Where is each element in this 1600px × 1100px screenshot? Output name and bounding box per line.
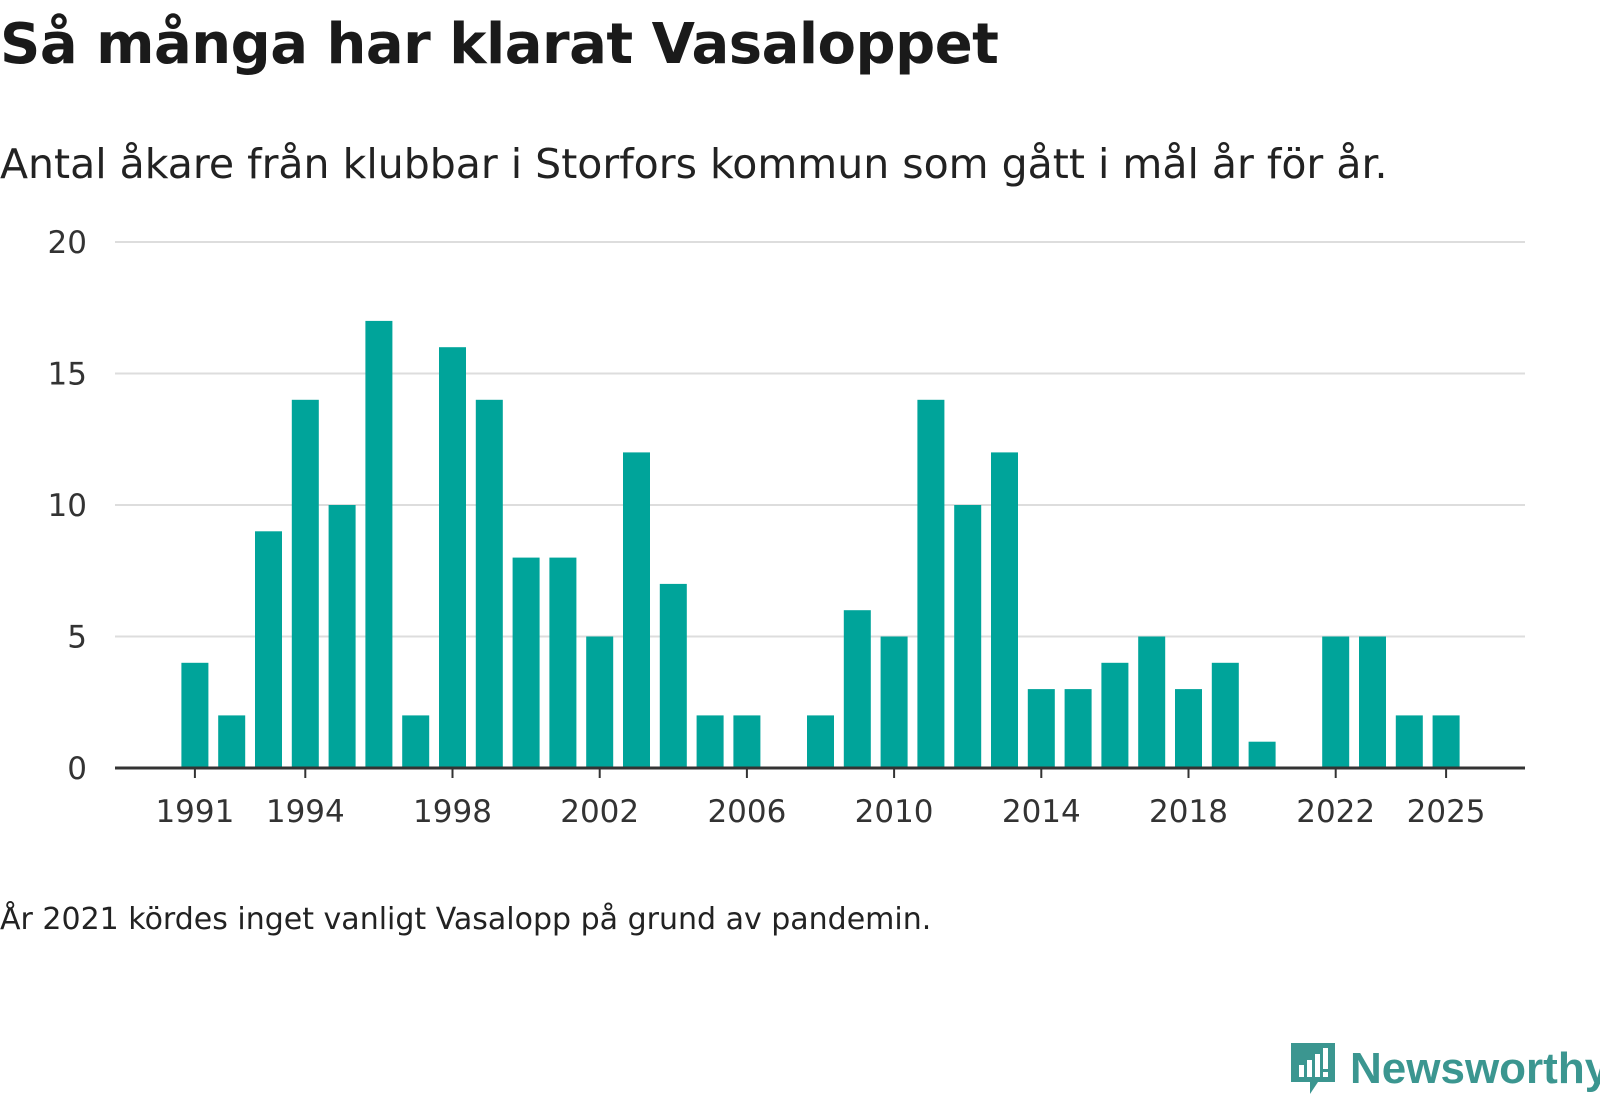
x-tick-label: 2014 (1002, 794, 1081, 830)
bar-1996: 1996: 17 (365, 320, 393, 768)
bar-2004: 2004: 7 (659, 583, 687, 768)
bar-1997: 1997: 2 (402, 715, 430, 768)
bar-1998: 1998: 16 (439, 347, 466, 768)
bar-2015: 2015: 3 (1064, 689, 1092, 768)
x-tick-label: 2018 (1149, 794, 1228, 830)
bar-2023: 2023: 5 (1359, 636, 1386, 768)
chart-subtitle: Antal åkare från klubbar i Storfors komm… (0, 140, 1388, 188)
bar-2010: 2010: 5 (880, 636, 908, 768)
x-axis-ticks: 1991 1994 1998 2002 2006 2010 2014 2018 2022 2025 (155, 768, 1486, 830)
newsworthy-logo-icon (1291, 1043, 1335, 1094)
x-tick-label: 1991 (155, 794, 234, 830)
x-tick-label: 1998 (413, 794, 492, 830)
x-tick-label: 2010 (855, 794, 934, 830)
bar-1995: 1995: 10 (328, 505, 356, 768)
bar-2005: 2005: 2 (696, 715, 724, 768)
bars: 1991: 4 1992: 2 1993: 9 1994: 14 1995: 10 199… (181, 320, 1460, 768)
bar-2017: 2017: 5 (1138, 636, 1166, 768)
y-tick-label: 0 (67, 751, 87, 787)
bar-1994: 1994: 14 (291, 399, 319, 768)
bar-2000: 2000: 8 (512, 557, 540, 768)
brand-logo: Newsworthy (1288, 1040, 1600, 1098)
y-tick-label: 5 (67, 620, 87, 656)
bar-2008: 2008: 2 (807, 715, 834, 768)
x-tick-label: 2025 (1407, 794, 1486, 830)
chart-title: Så många har klarat Vasaloppet (0, 12, 999, 77)
bar-2011: 2011: 14 (917, 399, 945, 768)
bar-2002: 2002: 5 (586, 636, 614, 768)
bar-1999: 1999: 14 (475, 399, 503, 768)
bar-2025: 2025: 2 (1432, 715, 1460, 768)
bar-2024: 2024: 2 (1395, 715, 1423, 768)
grid-lines (115, 241, 1525, 638)
bar-2012: 2012: 10 (954, 505, 982, 768)
bar-2020: 2020: 1 (1248, 741, 1276, 768)
y-tick-label: 15 (48, 357, 87, 393)
x-tick-label: 2022 (1296, 794, 1375, 830)
bar-2003: 2003: 12 (623, 452, 650, 768)
y-tick-label: 10 (48, 488, 87, 524)
bar-2022: 2022: 5 (1322, 636, 1350, 768)
bar-1991: 1991: 4 (181, 662, 209, 768)
bar-1993: 1993: 9 (255, 531, 282, 768)
footnote: År 2021 kördes inget vanligt Vasalopp på… (0, 902, 932, 937)
bar-2013: 2013: 12 (991, 452, 1018, 768)
x-tick-label: 1994 (266, 794, 345, 830)
x-tick-label: 2002 (560, 794, 639, 830)
brand-name: Newsworthy (1350, 1044, 1600, 1093)
bar-2006: 2006: 2 (733, 715, 761, 768)
bar-2018: 2018: 3 (1175, 689, 1202, 768)
y-tick-label: 20 (48, 225, 87, 261)
bar-2001: 2001: 8 (549, 557, 577, 768)
bar-2016: 2016: 4 (1101, 662, 1129, 768)
bar-2009: 2009: 6 (843, 610, 871, 768)
x-tick-label: 2006 (707, 794, 786, 830)
bar-1992: 1992: 2 (218, 715, 246, 768)
y-axis-ticks: 0 5 10 15 20 (48, 225, 87, 787)
bar-2014: 2014: 3 (1027, 689, 1055, 768)
